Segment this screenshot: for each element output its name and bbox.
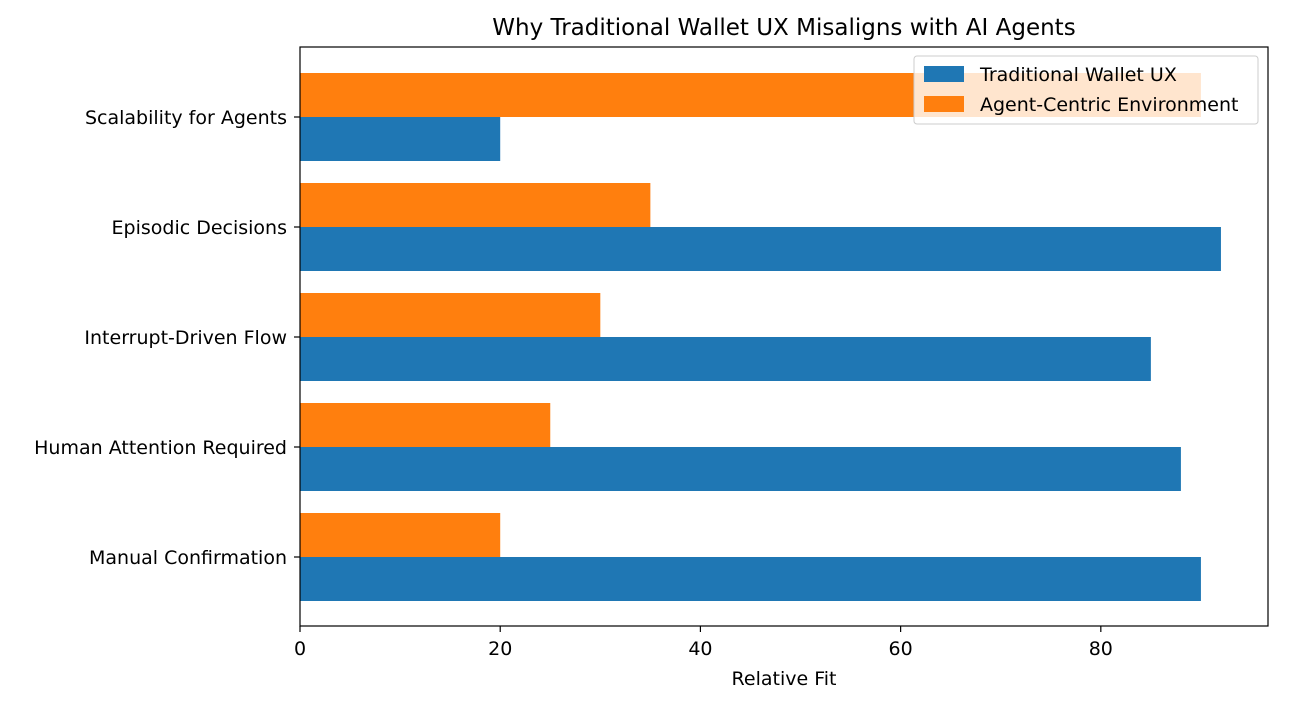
legend: Traditional Wallet UX Agent-Centric Envi…	[913, 55, 1259, 125]
bars-group	[300, 73, 1221, 601]
bar-agent-centric-environment-interrupt-driven-flow	[300, 293, 601, 337]
legend-box	[913, 55, 1259, 125]
legend-label-agent-centric: Agent-Centric Environment	[980, 94, 1238, 116]
chart-title: Why Traditional Wallet UX Misaligns with…	[492, 15, 1075, 41]
y-tick-label: Manual Confirmation	[89, 547, 287, 569]
legend-label-traditional: Traditional Wallet UX	[979, 64, 1177, 86]
x-tick-label: 80	[1089, 638, 1113, 660]
bar-agent-centric-environment-episodic-decisions	[300, 183, 651, 227]
legend-swatch-agent-centric	[924, 96, 964, 112]
bar-agent-centric-environment-human-attention-required	[300, 403, 551, 447]
y-tick-label: Scalability for Agents	[85, 107, 287, 129]
x-tick-label: 60	[889, 638, 913, 660]
bar-agent-centric-environment-manual-confirmation	[300, 513, 501, 557]
x-tick-label: 20	[488, 638, 512, 660]
bar-traditional-wallet-ux-episodic-decisions	[300, 227, 1221, 271]
bar-traditional-wallet-ux-interrupt-driven-flow	[300, 337, 1151, 381]
y-tick-label: Interrupt-Driven Flow	[84, 327, 287, 349]
bar-traditional-wallet-ux-manual-confirmation	[300, 557, 1201, 601]
x-tick-label: 40	[688, 638, 712, 660]
x-axis-label: Relative Fit	[732, 668, 837, 690]
y-axis-ticks: Manual Confirmation Human Attention Requi…	[34, 107, 300, 569]
x-axis-ticks: 0 20 40 60 80	[294, 626, 1113, 660]
legend-swatch-traditional	[924, 66, 964, 82]
y-tick-label: Human Attention Required	[34, 437, 287, 459]
y-tick-label: Episodic Decisions	[112, 217, 287, 239]
bar-traditional-wallet-ux-human-attention-required	[300, 447, 1181, 491]
plot-frame	[299, 46, 1269, 627]
bar-traditional-wallet-ux-scalability-for-agents	[300, 117, 501, 161]
x-tick-label: 0	[294, 638, 306, 660]
